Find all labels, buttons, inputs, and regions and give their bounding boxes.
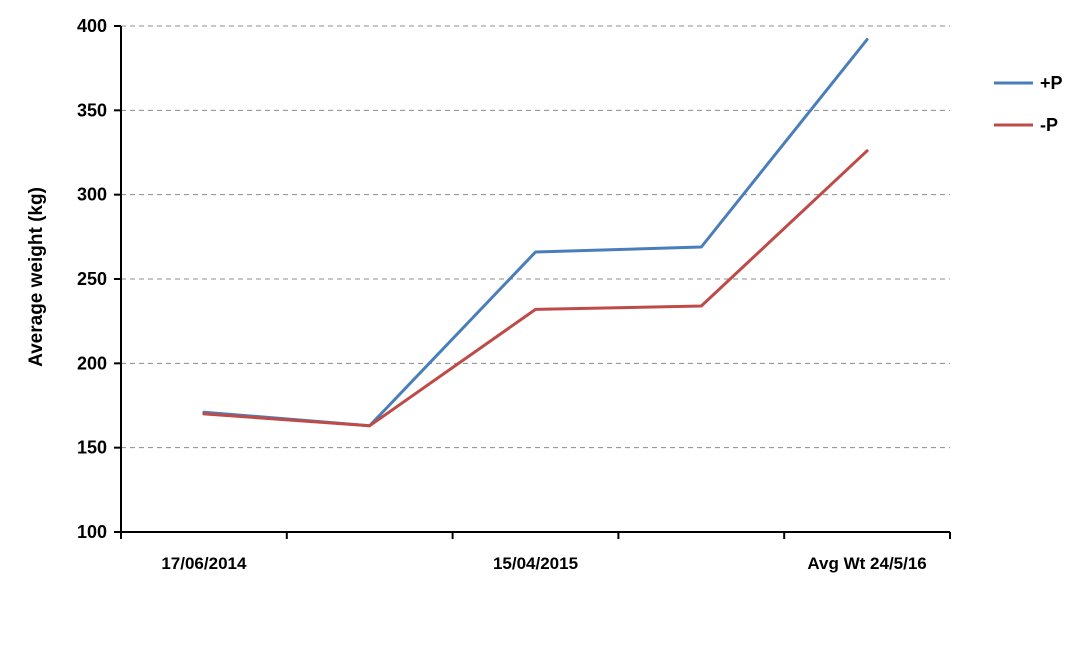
legend-label: -P <box>1040 115 1058 135</box>
x-tick-label: 17/06/2014 <box>161 554 247 573</box>
legend-label: +P <box>1040 73 1063 93</box>
x-tick-label: 15/04/2015 <box>493 554 578 573</box>
y-tick-label: 300 <box>77 185 107 205</box>
y-axis-ticks: 100 150 200 250 300 350 400 <box>77 16 121 542</box>
y-tick-label: 250 <box>77 269 107 289</box>
series-lines <box>202 38 869 428</box>
x-axis-ticks: 17/06/2014 15/04/2015 Avg Wt 24/5/16 <box>120 532 951 573</box>
y-tick-label: 150 <box>77 438 107 458</box>
legend: +P -P <box>994 73 1063 135</box>
y-tick-label: 200 <box>77 353 107 373</box>
series-line-minus-p <box>202 149 869 428</box>
y-tick-label: 350 <box>77 100 107 120</box>
x-tick-label: Avg Wt 24/5/16 <box>807 554 926 573</box>
series-line-plus-p <box>202 38 869 428</box>
y-tick-label: 400 <box>77 16 107 36</box>
y-axis-title: Average weight (kg) <box>26 187 47 367</box>
gridlines <box>121 25 950 449</box>
y-tick-label: 100 <box>77 522 107 542</box>
